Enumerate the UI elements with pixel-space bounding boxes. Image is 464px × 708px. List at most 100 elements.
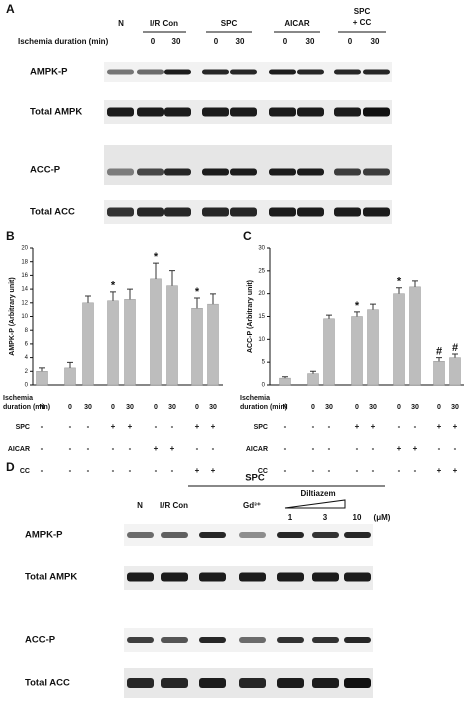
treatment-label: SPC <box>16 424 30 431</box>
blot-band <box>199 678 226 688</box>
treatment-mark: + <box>453 466 458 475</box>
x-tick-label: 30 <box>126 404 134 411</box>
treatment-mark: + <box>437 422 442 431</box>
treatment-mark: + <box>413 444 418 453</box>
error-bar <box>127 288 133 300</box>
treatment-mark: - <box>171 422 174 431</box>
blot-band <box>137 107 164 117</box>
treatment-mark: - <box>112 444 115 453</box>
blot-background <box>104 145 392 185</box>
group-label: + CC <box>353 18 372 27</box>
y-tick-label: 14 <box>21 287 28 293</box>
error-bar <box>67 361 73 368</box>
treatment-mark: - <box>155 466 158 475</box>
duration-value: 30 <box>371 37 380 46</box>
blot-band <box>239 572 266 582</box>
y-tick-label: 0 <box>25 383 29 389</box>
row-label: ACC-P <box>25 635 56 646</box>
blot-band <box>161 572 188 582</box>
x-tick-label: 30 <box>84 404 92 411</box>
y-tick-label: 18 <box>21 259 28 265</box>
blot-band <box>161 678 188 688</box>
treatment-mark: - <box>372 466 375 475</box>
x-axis-label: Ischemia <box>240 395 270 402</box>
treatment-mark: + <box>437 466 442 475</box>
duration-value: 0 <box>348 37 353 46</box>
group-label: AICAR <box>284 19 310 28</box>
blot-band <box>164 168 191 176</box>
error-bar <box>370 303 376 310</box>
x-tick-label: 30 <box>451 404 459 411</box>
bar <box>82 302 94 386</box>
unit-label: (μM) <box>374 513 391 522</box>
y-tick-label: 15 <box>258 314 265 320</box>
blot-band <box>161 532 188 538</box>
treatment-mark: - <box>69 466 72 475</box>
y-tick-label: 20 <box>258 291 265 297</box>
blot-band <box>334 168 361 176</box>
group-label: I/R Con <box>150 19 178 28</box>
blot-band <box>312 637 339 643</box>
bar <box>124 299 136 386</box>
group-label: SPC <box>221 19 238 28</box>
blot-band <box>230 168 257 176</box>
blot-band <box>107 107 134 117</box>
blot-band <box>344 572 371 582</box>
x-tick-label: 0 <box>397 404 401 411</box>
bar <box>107 300 119 386</box>
y-tick-label: 4 <box>25 355 29 361</box>
treatment-mark: + <box>154 444 159 453</box>
blot-band <box>161 637 188 643</box>
treatment-mark: - <box>129 444 132 453</box>
x-tick-label: 30 <box>209 404 217 411</box>
treatment-mark: + <box>371 422 376 431</box>
y-tick-label: 0 <box>262 383 266 389</box>
treatment-mark: + <box>170 444 175 453</box>
blot-band <box>164 207 191 217</box>
lane-label: I/R Con <box>160 501 188 510</box>
lane-label: N <box>118 19 124 28</box>
y-axis-label: ACC-P (Arbitrary unit) <box>247 280 254 353</box>
treatment-mark: - <box>41 444 44 453</box>
panel-label: C <box>243 229 252 243</box>
bar <box>64 367 76 386</box>
blot-band <box>277 572 304 582</box>
treatment-mark: - <box>284 466 287 475</box>
treatment-label: SPC <box>254 424 268 431</box>
blot-band <box>312 532 339 538</box>
x-tick-label: 30 <box>168 404 176 411</box>
lane-label: N <box>137 501 143 510</box>
treatment-label: AICAR <box>8 446 30 453</box>
x-tick-label: 30 <box>369 404 377 411</box>
treatment-label: AICAR <box>246 446 268 453</box>
row-label: AMPK-P <box>30 67 68 78</box>
error-bar <box>210 293 216 305</box>
blot-band <box>202 107 229 117</box>
treatment-mark: + <box>195 466 200 475</box>
blot-band <box>344 678 371 688</box>
row-label: AMPK-P <box>25 530 63 541</box>
x-tick-label: 0 <box>437 404 441 411</box>
treatment-mark: - <box>196 444 199 453</box>
treatment-mark: - <box>414 466 417 475</box>
blot-band <box>344 532 371 538</box>
treatment-mark: - <box>438 444 441 453</box>
y-tick-label: 10 <box>21 314 28 320</box>
error-bar <box>194 297 200 309</box>
blot-band <box>199 572 226 582</box>
row-label: Total ACC <box>30 207 75 218</box>
error-bar <box>396 287 402 294</box>
error-bar <box>436 357 442 362</box>
panel-label: B <box>6 229 15 243</box>
treatment-mark: - <box>284 444 287 453</box>
blot-band <box>164 107 191 117</box>
blot-band <box>164 69 191 75</box>
treatment-mark: - <box>69 444 72 453</box>
treatment-mark: - <box>328 466 331 475</box>
treatment-mark: - <box>129 466 132 475</box>
bar <box>191 308 203 386</box>
y-tick-label: 8 <box>25 328 29 334</box>
treatment-mark: - <box>398 422 401 431</box>
group-label: SPC <box>245 473 265 484</box>
blot-band <box>127 637 154 643</box>
